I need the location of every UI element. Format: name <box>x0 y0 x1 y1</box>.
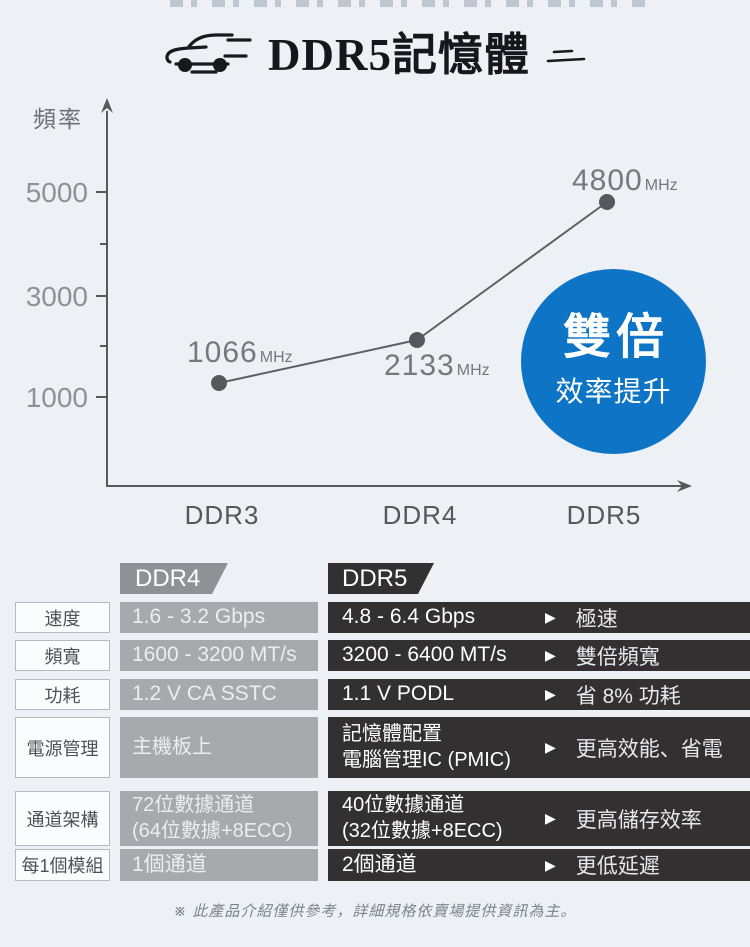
ddr4-cell: 72位數據通道 (64位數據+8ECC) <box>120 791 318 846</box>
column-header-ddr5: DDR5 <box>328 563 434 594</box>
ddr4-cell: 1個通道 <box>120 849 318 881</box>
row-label: 電源管理 <box>15 717 110 778</box>
x-label-ddr5: DDR5 <box>566 500 642 530</box>
column-header-ddr4: DDR4 <box>120 563 228 594</box>
ddr5-cell: 40位數據通道 (32位數據+8ECC) ▶ 更高儲存效率 <box>328 791 750 846</box>
table-row: 頻寬 1600 - 3200 MT/s 3200 - 6400 MT/s ▶ 雙倍頻寬 <box>0 640 750 671</box>
car-icon <box>165 33 252 74</box>
benefit-arrow-icon: ▶ <box>545 856 556 873</box>
data-point-ddr3 <box>211 375 227 391</box>
benefit-label: 極速 <box>575 607 618 631</box>
double-efficiency-badge: 雙倍 效率提升 <box>521 269 706 454</box>
row-label: 功耗 <box>15 679 110 710</box>
ddr5-cell: 1.1 V PODL ▶ 省 8% 功耗 <box>328 679 750 710</box>
point-unit: MHz <box>259 349 293 366</box>
benefit-label: 更低延遲 <box>575 855 660 878</box>
table-row: 每1個模組 1個通道 2個通道 ▶ 更低延遲 <box>0 849 750 881</box>
point-value: 2133 <box>384 349 455 382</box>
benefit-arrow-icon: ▶ <box>545 647 556 663</box>
header: DDR5記憶體 <box>0 22 750 88</box>
ddr4-cell: 1.6 - 3.2 Gbps <box>120 602 318 633</box>
clipped-text-remnant <box>170 0 650 7</box>
x-label-ddr4: DDR4 <box>382 500 458 530</box>
ddr5-value: 40位數據通道 (32位數據+8ECC) <box>342 793 503 842</box>
badge-line2: 效率提升 <box>555 376 672 408</box>
ddr5-value: 記憶體配置 電腦管理IC (PMIC) <box>342 722 511 771</box>
table-row: 電源管理 主機板上 記憶體配置 電腦管理IC (PMIC) ▶ 更高效能、省電 <box>0 717 750 778</box>
chart-canvas: 5000 3000 1000 <box>26 98 692 492</box>
ddr5-value: 2個通道 <box>342 852 417 876</box>
ddr5-cell: 3200 - 6400 MT/s ▶ 雙倍頻寬 <box>328 640 750 671</box>
badge-line1: 雙倍 <box>562 310 669 364</box>
benefit-label: 雙倍頻寬 <box>575 645 660 669</box>
y-axis-label: 頻率 <box>33 106 83 132</box>
row-label: 每1個模組 <box>15 849 110 881</box>
ddr5-cell: 4.8 - 6.4 Gbps ▶ 極速 <box>328 602 750 633</box>
y-axis-arrow-icon <box>101 98 113 113</box>
x-axis-arrow-icon <box>677 480 692 492</box>
row-label: 通道架構 <box>15 791 110 846</box>
table-row: 速度 1.6 - 3.2 Gbps 4.8 - 6.4 Gbps ▶ 極速 <box>0 602 750 633</box>
point-label-ddr4: 2133 MHz <box>384 349 490 383</box>
disclaimer-note: ※ 此產品介紹僅供參考，詳細規格依賣場提供資訊為主。 <box>173 903 577 920</box>
benefit-arrow-icon: ▶ <box>545 739 556 755</box>
ddr4-cell: 1600 - 3200 MT/s <box>120 640 318 671</box>
page-title: DDR5記憶體 <box>268 29 530 80</box>
ddr4-cell: 主機板上 <box>120 717 318 778</box>
y-tick-labels: 5000 3000 1000 <box>26 177 88 413</box>
ddr5-value: 4.8 - 6.4 Gbps <box>342 605 476 629</box>
point-unit: MHz <box>456 362 490 379</box>
ddr5-cell: 2個通道 ▶ 更低延遲 <box>328 849 750 881</box>
table-row: 功耗 1.2 V CA SSTC 1.1 V PODL ▶ 省 8% 功耗 <box>0 679 750 710</box>
ddr5-cell: 記憶體配置 電腦管理IC (PMIC) ▶ 更高效能、省電 <box>328 717 750 778</box>
benefit-label: 更高效能、省電 <box>575 737 723 761</box>
y-tick-1000: 1000 <box>26 382 88 413</box>
table-row: 通道架構 72位數據通道 (64位數據+8ECC) 40位數據通道 (32位數據+8… <box>0 791 750 846</box>
data-point-ddr4 <box>409 332 425 348</box>
row-label: 頻寬 <box>15 640 110 671</box>
point-value: 1066 <box>187 336 258 369</box>
benefit-arrow-icon: ▶ <box>545 686 556 702</box>
y-tick-marks <box>96 191 107 398</box>
benefit-arrow-icon: ▶ <box>545 810 556 826</box>
row-label: 速度 <box>15 602 110 633</box>
speed-dashes-icon <box>546 49 586 63</box>
y-tick-5000: 5000 <box>26 177 88 208</box>
frequency-chart: 5000 3000 1000 頻率 1066 MHz 2133 MHz 4800… <box>26 98 706 530</box>
point-value: 4800 <box>572 164 643 197</box>
x-label-ddr3: DDR3 <box>184 500 260 530</box>
point-label-ddr5: 4800 MHz <box>572 164 678 198</box>
ddr5-value: 1.1 V PODL <box>342 682 455 706</box>
benefit-arrow-icon: ▶ <box>545 609 556 625</box>
y-tick-3000: 3000 <box>26 281 88 312</box>
data-point-ddr5 <box>599 194 615 210</box>
point-label-ddr3: 1066 MHz <box>187 336 293 370</box>
benefit-label: 更高儲存效率 <box>575 808 702 832</box>
benefit-label: 省 8% 功耗 <box>575 684 681 708</box>
ddr5-value: 3200 - 6400 MT/s <box>342 643 507 667</box>
ddr4-cell: 1.2 V CA SSTC <box>120 679 318 710</box>
point-unit: MHz <box>644 177 678 194</box>
